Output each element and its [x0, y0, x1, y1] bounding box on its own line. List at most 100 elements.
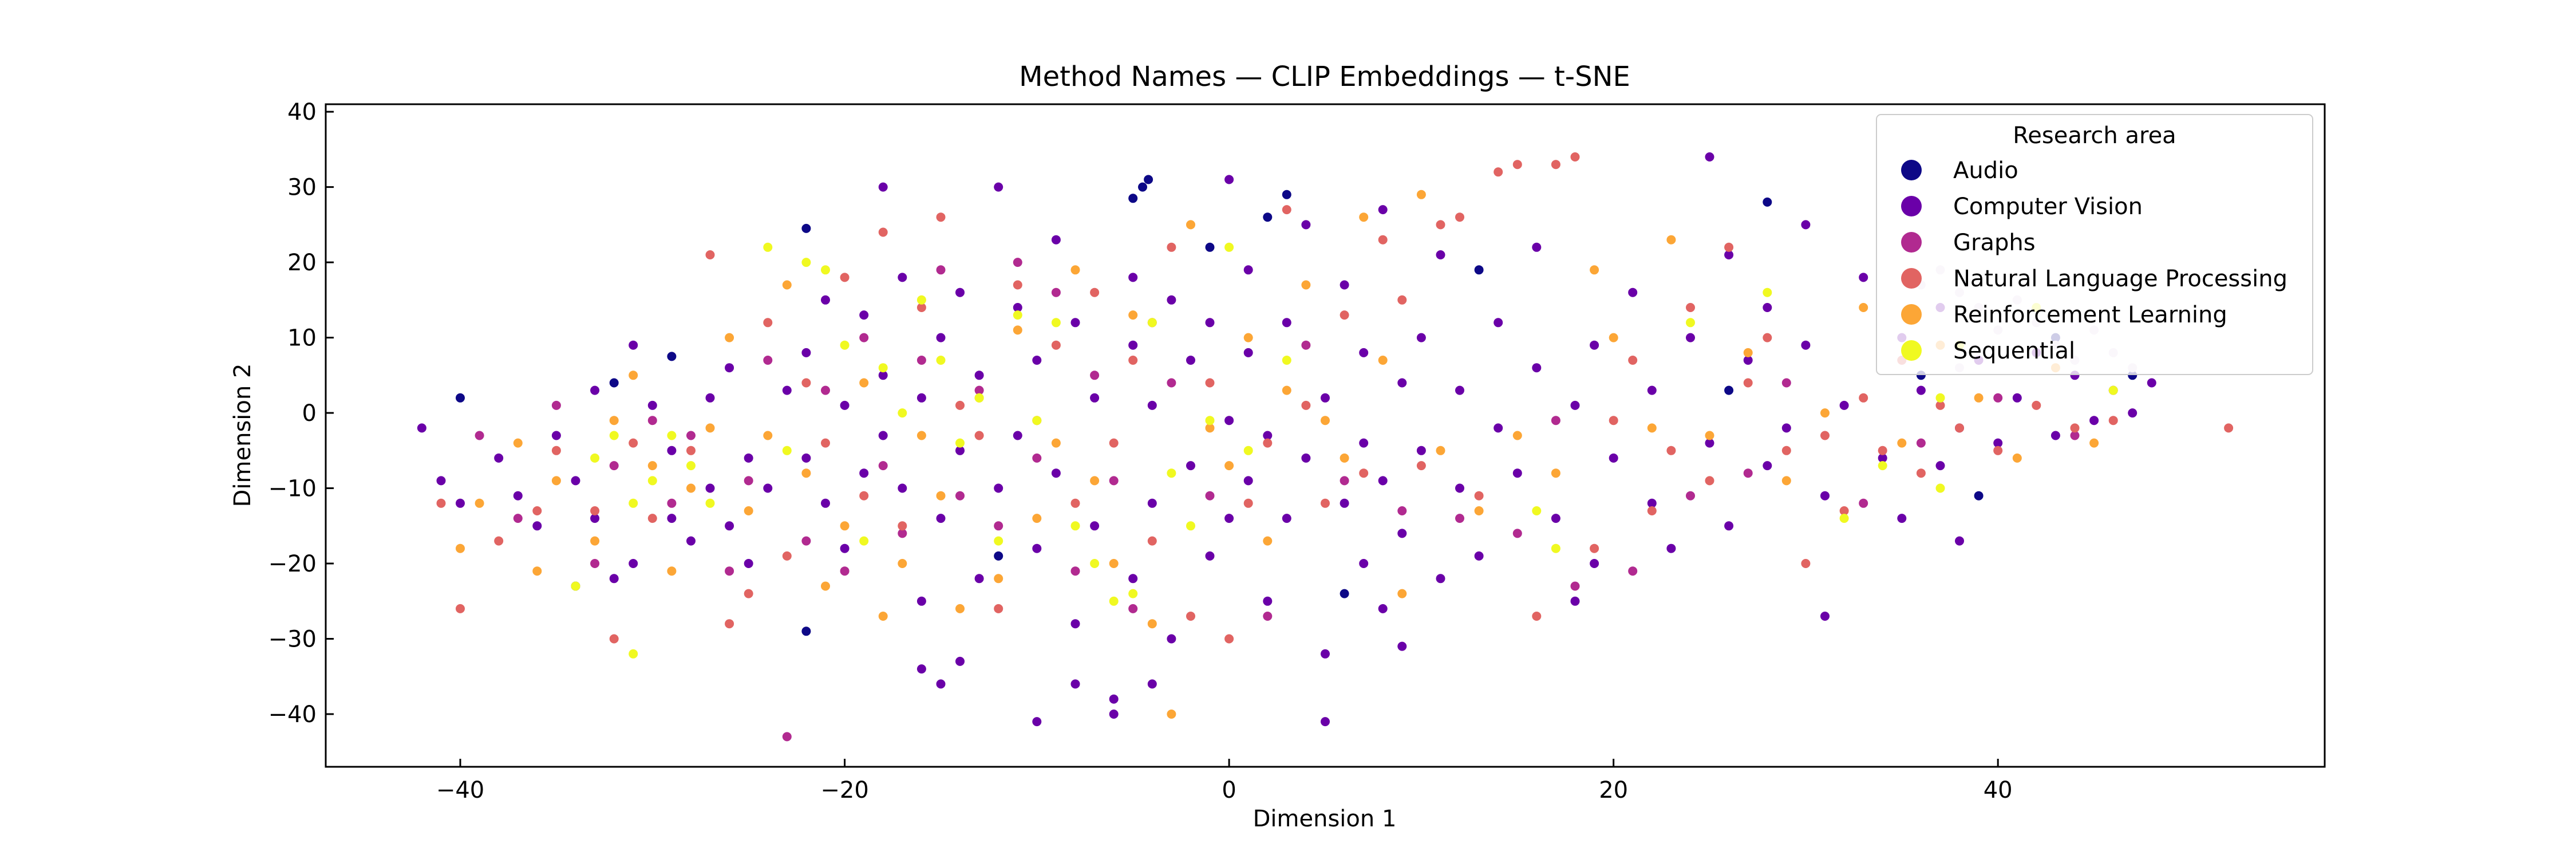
- data-point: [1781, 446, 1791, 455]
- plot-frame: [325, 103, 2326, 768]
- data-point: [1263, 536, 1273, 546]
- x-axis-label: Dimension 1: [1253, 806, 1397, 832]
- y-tick-label: 30: [287, 175, 317, 201]
- data-point: [916, 431, 926, 440]
- data-point: [1820, 431, 1830, 440]
- data-point: [705, 393, 715, 403]
- data-point: [1878, 446, 1887, 455]
- data-point: [782, 551, 792, 561]
- data-point: [1647, 506, 1657, 515]
- legend: Research area Audio Computer Vision Graphs…: [1876, 114, 2313, 375]
- data-point: [1532, 363, 1542, 373]
- data-point: [1051, 340, 1061, 350]
- data-point: [878, 227, 888, 237]
- data-point: [475, 498, 484, 508]
- data-point: [1628, 566, 1638, 576]
- data-point: [1512, 468, 1522, 478]
- data-point: [609, 461, 619, 471]
- data-point: [436, 498, 446, 508]
- data-point: [1147, 679, 1157, 689]
- data-point: [1070, 498, 1080, 508]
- data-point: [1359, 468, 1369, 478]
- data-point: [590, 506, 600, 515]
- data-point: [2089, 438, 2099, 448]
- data-point: [916, 295, 926, 305]
- data-point: [1032, 453, 1042, 463]
- data-point: [1897, 514, 1907, 523]
- data-point: [725, 333, 734, 342]
- data-point: [898, 483, 907, 493]
- data-point: [1974, 491, 1984, 501]
- data-point: [1955, 536, 1964, 546]
- data-point: [513, 491, 523, 501]
- data-point: [955, 604, 965, 613]
- data-point: [1205, 318, 1215, 328]
- data-point: [916, 356, 926, 365]
- data-point: [629, 371, 638, 380]
- data-point: [1570, 581, 1580, 591]
- data-point: [1109, 476, 1119, 486]
- data-point: [1609, 416, 1618, 425]
- data-point: [1590, 265, 1599, 275]
- data-point: [571, 581, 580, 591]
- data-point: [1839, 514, 1849, 523]
- data-point: [782, 280, 792, 290]
- data-point: [551, 476, 561, 486]
- data-point: [1436, 220, 1445, 230]
- data-point: [1916, 438, 1926, 448]
- data-point: [1090, 559, 1100, 568]
- data-point: [1512, 160, 1522, 170]
- data-point: [1321, 649, 1330, 659]
- data-point: [1109, 559, 1119, 568]
- data-point: [763, 431, 773, 440]
- data-point: [686, 536, 696, 546]
- data-point: [821, 265, 830, 275]
- data-point: [1340, 280, 1349, 290]
- data-point: [513, 438, 523, 448]
- data-point: [667, 514, 677, 523]
- data-point: [609, 378, 619, 388]
- data-point: [1494, 167, 1503, 177]
- data-point: [1224, 242, 1234, 252]
- data-point: [1551, 416, 1560, 425]
- data-point: [801, 536, 811, 546]
- data-point: [821, 385, 830, 395]
- legend-items: Audio Computer Vision Graphs Natural Langua…: [1901, 157, 2287, 364]
- data-point: [1532, 612, 1542, 621]
- data-point: [436, 476, 446, 486]
- data-point: [1570, 152, 1580, 161]
- data-point: [647, 476, 657, 486]
- data-point: [1090, 393, 1100, 403]
- data-point: [1590, 340, 1599, 350]
- data-point: [1167, 634, 1176, 644]
- data-point: [1397, 641, 1407, 651]
- data-point: [1224, 634, 1234, 644]
- data-point: [629, 498, 638, 508]
- x-tick-label: 40: [1984, 777, 2013, 803]
- data-point: [1301, 220, 1311, 230]
- data-point: [1070, 619, 1080, 629]
- data-point: [1397, 589, 1407, 598]
- data-point: [1686, 491, 1695, 501]
- data-point: [629, 438, 638, 448]
- legend-label: Audio: [1953, 157, 2018, 184]
- data-point: [1359, 559, 1369, 568]
- data-point: [1570, 596, 1580, 606]
- data-point: [898, 408, 907, 418]
- data-point: [2050, 431, 2060, 440]
- data-point: [1186, 521, 1195, 531]
- data-point: [1705, 431, 1714, 440]
- data-point: [1455, 385, 1464, 395]
- data-point: [571, 476, 580, 486]
- data-point: [1378, 205, 1388, 215]
- data-point: [1935, 393, 1945, 403]
- data-point: [1282, 205, 1291, 215]
- data-point: [898, 273, 907, 282]
- data-point: [821, 438, 830, 448]
- data-point: [1763, 197, 1772, 207]
- data-point: [494, 536, 504, 546]
- data-point: [667, 446, 677, 455]
- data-point: [1032, 416, 1042, 425]
- data-point: [1705, 438, 1714, 448]
- data-point: [1801, 220, 1811, 230]
